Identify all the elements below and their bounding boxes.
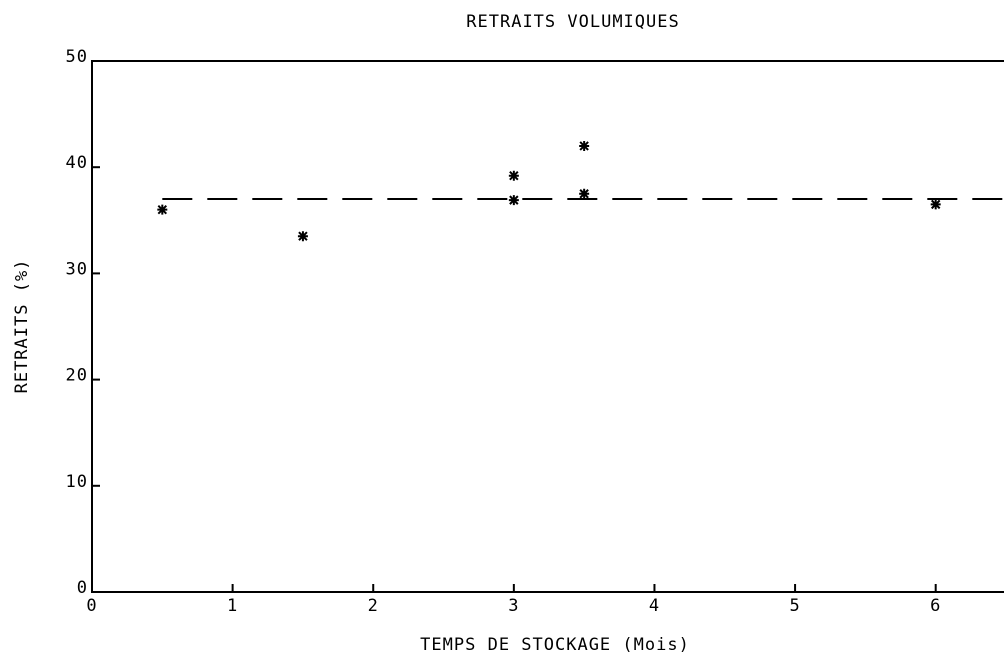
x-tick-label: 2 xyxy=(368,596,379,616)
x-tick-label: 0 xyxy=(86,596,97,616)
marker-star xyxy=(157,204,168,215)
y-tick-label: 0 xyxy=(77,578,88,598)
data-point xyxy=(930,199,941,210)
chart-title: RETRAITS VOLUMIQUES xyxy=(466,12,679,32)
data-point xyxy=(157,204,168,215)
x-axis-label: TEMPS DE STOCKAGE (Mois) xyxy=(420,635,690,655)
x-tick-label: 4 xyxy=(649,596,660,616)
data-point xyxy=(579,188,590,199)
y-tick-label: 50 xyxy=(66,47,88,67)
x-tick-label: 3 xyxy=(508,596,519,616)
x-tick-label: 6 xyxy=(930,596,941,616)
y-tick-label: 20 xyxy=(66,366,88,386)
y-tick-label: 30 xyxy=(66,259,88,279)
marker-star xyxy=(297,231,308,242)
marker-star xyxy=(508,195,519,206)
data-point xyxy=(508,170,519,181)
x-tick-label: 5 xyxy=(789,596,800,616)
data-point xyxy=(579,140,590,151)
marker-star xyxy=(930,199,941,210)
marker-star xyxy=(579,188,590,199)
y-tick-label: 40 xyxy=(66,153,88,173)
marker-star xyxy=(508,170,519,181)
x-tick-label: 1 xyxy=(227,596,238,616)
data-point xyxy=(508,195,519,206)
marker-star xyxy=(579,140,590,151)
y-tick-label: 10 xyxy=(66,472,88,492)
data-point xyxy=(297,231,308,242)
plot-frame xyxy=(91,60,1004,593)
y-axis-label: RETRAITS (%) xyxy=(12,259,32,394)
